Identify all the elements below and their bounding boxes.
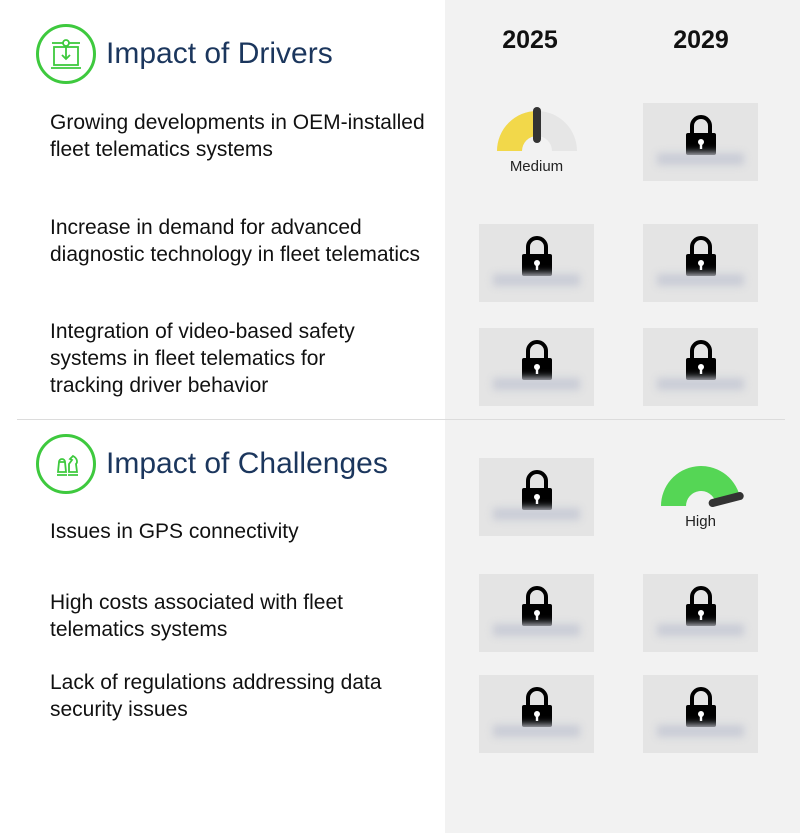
circuit-download-icon — [36, 24, 96, 84]
lock-icon — [521, 340, 552, 380]
locked-impact-cell[interactable] — [643, 328, 758, 406]
challenge-item: Lack of regulations addressing data secu… — [50, 671, 382, 721]
locked-impact-cell[interactable] — [479, 675, 594, 753]
impact-level-label: High — [685, 513, 716, 530]
locked-impact-cell[interactable] — [643, 574, 758, 652]
locked-impact-cell[interactable] — [479, 458, 594, 536]
blurred-label — [657, 274, 744, 286]
locked-impact-cell[interactable] — [479, 574, 594, 652]
blurred-label — [493, 624, 580, 636]
blurred-label — [493, 508, 580, 520]
blurred-label — [493, 378, 580, 390]
impact-level-label: Medium — [509, 158, 564, 175]
challenge-item: Issues in GPS connectivity — [50, 520, 299, 543]
driver-item: Growing developments in OEM-installed fl… — [50, 111, 425, 161]
driver-item: Increase in demand for advanced diagnost… — [50, 216, 421, 266]
blurred-label — [657, 624, 744, 636]
drivers-header: Impact of Drivers — [36, 24, 333, 84]
blurred-label — [657, 378, 744, 390]
lock-icon — [685, 340, 716, 380]
impact-gauge-cell: Medium — [479, 103, 594, 181]
gauge-needle — [708, 492, 744, 508]
lock-icon — [685, 687, 716, 727]
chess-icon — [36, 434, 96, 494]
locked-impact-cell[interactable] — [479, 224, 594, 302]
locked-impact-cell[interactable] — [643, 224, 758, 302]
blurred-label — [657, 725, 744, 737]
gauge-medium — [496, 107, 577, 151]
challenges-title: Impact of Challenges — [106, 447, 388, 480]
blurred-label — [493, 725, 580, 737]
challenge-item: High costs associated with fleet telemat… — [50, 591, 343, 641]
locked-impact-cell[interactable] — [643, 675, 758, 753]
blurred-label — [493, 274, 580, 286]
blurred-label — [657, 153, 744, 165]
lock-icon — [685, 236, 716, 276]
lock-icon — [685, 115, 716, 155]
lock-icon — [685, 586, 716, 626]
impact-gauge-cell: High — [643, 458, 758, 536]
section-divider — [17, 419, 785, 420]
locked-impact-cell[interactable] — [643, 103, 758, 181]
lock-icon — [521, 236, 552, 276]
year-2029-header: 2029 — [673, 26, 729, 54]
driver-item: Integration of video-based safety system… — [50, 320, 355, 397]
drivers-title: Impact of Drivers — [106, 37, 333, 70]
year-2025-header: 2025 — [502, 26, 558, 54]
lock-icon — [521, 687, 552, 727]
gauge-high — [660, 466, 744, 508]
lock-icon — [521, 586, 552, 626]
challenges-header: Impact of Challenges — [36, 434, 388, 494]
locked-impact-cell[interactable] — [479, 328, 594, 406]
lock-icon — [521, 470, 552, 510]
